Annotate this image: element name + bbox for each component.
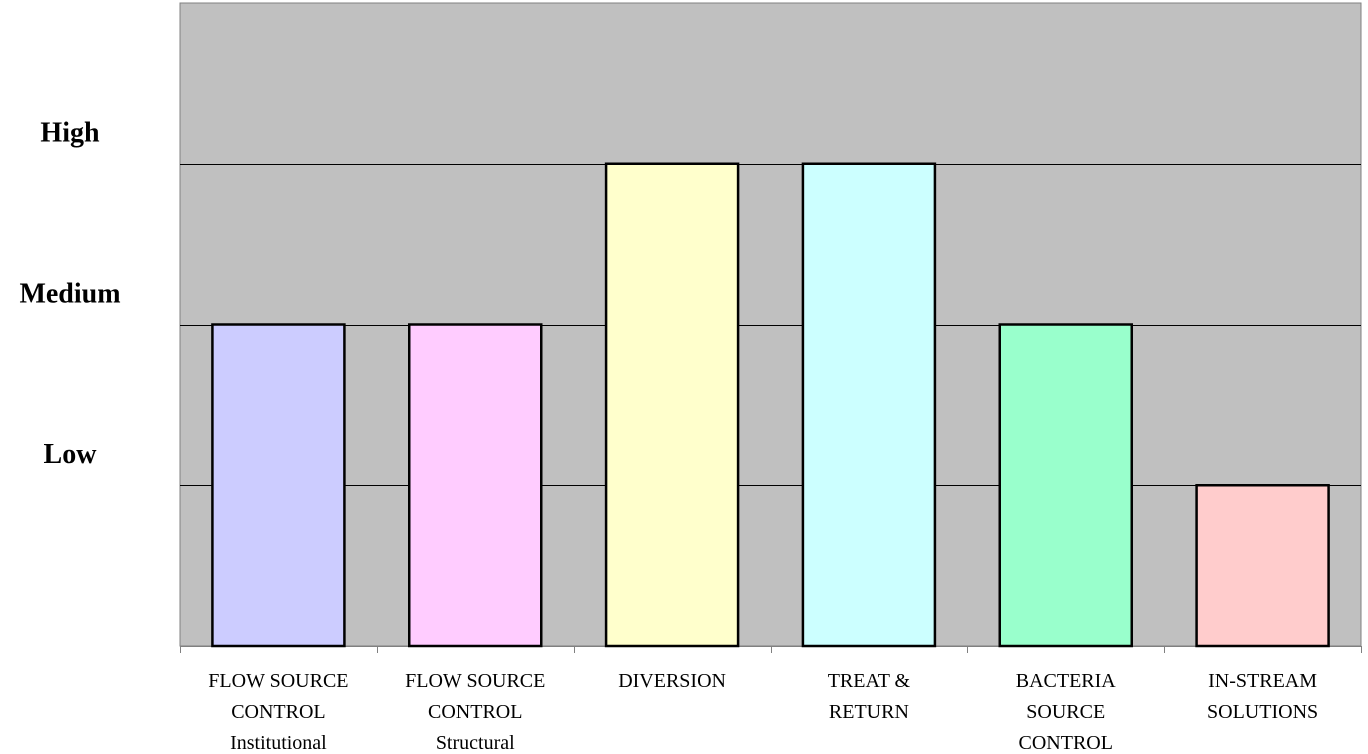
x-category-label-1-line-2: Structural <box>436 732 515 754</box>
bar-2 <box>604 162 740 648</box>
bar-3 <box>801 162 937 648</box>
x-category-label-3-line-1: RETURN <box>829 701 909 723</box>
bars <box>211 162 1330 648</box>
x-category-label-4-line-2: CONTROL <box>1019 732 1113 754</box>
y-tick-label-0: Low <box>44 439 98 470</box>
x-category-label-2: DIVERSION <box>618 670 726 692</box>
bar-0 <box>211 323 346 648</box>
x-category-label-0-line-0: FLOW SOURCE <box>208 670 348 692</box>
y-tick-label-2: High <box>40 118 100 149</box>
x-category-label-4: BACTERIA SOURCE CONTROL <box>1016 670 1117 754</box>
y-axis-labels: Low Medium High <box>19 118 120 471</box>
bar-5 <box>1195 484 1330 648</box>
x-category-label-1: FLOW SOURCE CONTROL Structural <box>405 670 545 754</box>
x-category-label-1-line-1: CONTROL <box>428 701 522 723</box>
x-category-label-5: IN-STREAM SOLUTIONS <box>1207 670 1318 723</box>
x-category-label-5-line-0: IN-STREAM <box>1208 670 1317 692</box>
x-category-label-3-line-0: TREAT & <box>828 670 911 692</box>
x-category-label-1-line-0: FLOW SOURCE <box>405 670 545 692</box>
x-category-label-4-line-1: SOURCE <box>1026 701 1105 723</box>
bar-1 <box>408 323 543 648</box>
x-category-label-0: FLOW SOURCE CONTROL Institutional <box>208 670 348 754</box>
x-category-label-0-line-1: CONTROL <box>231 701 325 723</box>
x-category-label-4-line-0: BACTERIA <box>1016 670 1117 692</box>
y-tick-label-1: Medium <box>19 278 120 309</box>
bar-4 <box>998 323 1133 648</box>
plot-area <box>179 2 1362 653</box>
x-category-label-3: TREAT & RETURN <box>828 670 911 723</box>
x-category-label-2-line-0: DIVERSION <box>618 670 726 692</box>
plot-background <box>179 2 1362 647</box>
x-category-label-0-line-2: Institutional <box>230 732 327 754</box>
x-category-label-5-line-1: SOLUTIONS <box>1207 701 1318 723</box>
